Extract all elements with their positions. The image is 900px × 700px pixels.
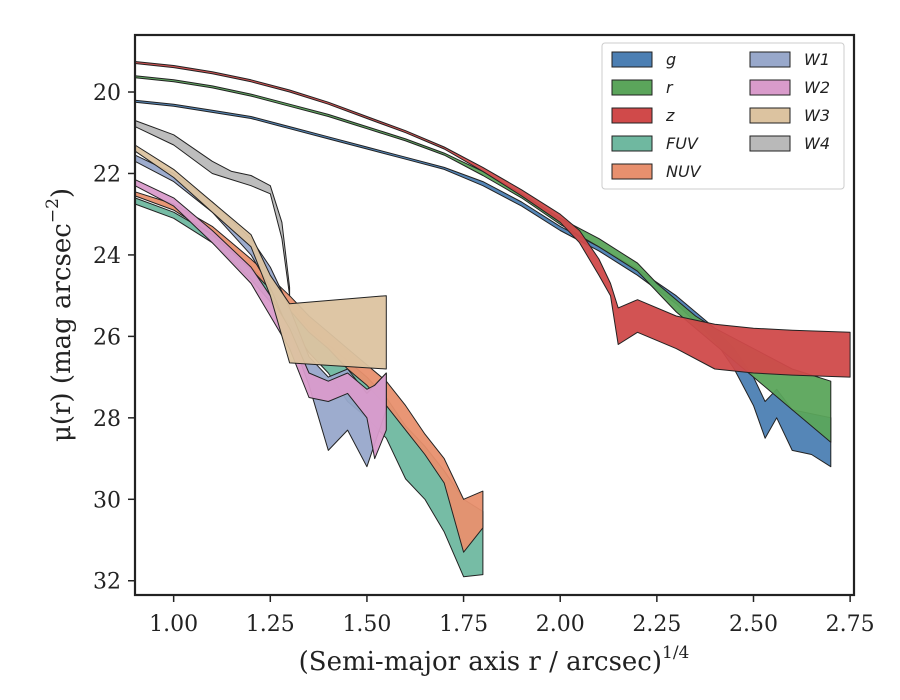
y-axis-ticks: 20 22 24 26 28 30 32 bbox=[93, 81, 135, 595]
legend-label-w4: W4 bbox=[804, 134, 830, 153]
x-tick-label: 1.75 bbox=[439, 612, 488, 637]
legend-label-nuv: NUV bbox=[666, 162, 702, 181]
x-tick-label: 2.75 bbox=[826, 612, 875, 637]
band-w3 bbox=[134, 144, 387, 370]
y-axis-label: μ(r) (mag arcsec−2) bbox=[43, 188, 77, 442]
x-axis-ticks: 1.00 1.25 1.50 1.75 2.00 2.25 2.50 2.75 bbox=[149, 595, 875, 637]
plot-frame bbox=[133, 33, 856, 597]
legend-label-w1: W1 bbox=[804, 50, 830, 69]
x-tick-label: 2.25 bbox=[632, 612, 681, 637]
legend-swatch-g bbox=[611, 51, 653, 68]
profile-bands bbox=[134, 61, 851, 578]
y-tick-label: 26 bbox=[93, 325, 121, 350]
legend-label-z: z bbox=[665, 106, 675, 125]
legend-swatch-w3 bbox=[749, 107, 791, 124]
legend-label-fuv: FUV bbox=[666, 134, 699, 153]
x-tick-label: 1.25 bbox=[246, 612, 295, 637]
legend-swatch-z bbox=[611, 107, 653, 124]
band-g bbox=[134, 99, 832, 468]
y-tick-label: 28 bbox=[93, 407, 121, 432]
legend-label-w2: W2 bbox=[804, 78, 830, 97]
legend-swatch-r bbox=[611, 79, 653, 96]
legend: grz FUV NUV W1 W2 W3 W4 bbox=[601, 42, 845, 190]
y-tick-label: 22 bbox=[93, 162, 121, 187]
y-tick-label: 24 bbox=[93, 244, 121, 269]
y-tick-label: 20 bbox=[93, 81, 121, 106]
legend-swatch-w4 bbox=[749, 135, 791, 152]
band-z bbox=[134, 61, 851, 378]
legend-label-r: r bbox=[666, 78, 674, 97]
x-tick-label: 1.50 bbox=[342, 612, 391, 637]
band-w4 bbox=[134, 120, 291, 297]
legend-label-w3: W3 bbox=[804, 106, 830, 125]
x-tick-label: 2.50 bbox=[729, 612, 778, 637]
y-tick-label: 30 bbox=[93, 488, 121, 513]
band-r bbox=[134, 75, 832, 443]
x-tick-label: 2.00 bbox=[536, 612, 585, 637]
y-tick-label: 32 bbox=[93, 570, 121, 595]
legend-label-g: g bbox=[666, 50, 676, 69]
x-axis-label: (Semi-major axis r / arcsec)1/4 bbox=[299, 643, 690, 677]
legend-swatch-w2 bbox=[749, 79, 791, 96]
legend-swatch-fuv bbox=[611, 135, 653, 152]
x-tick-label: 1.00 bbox=[149, 612, 198, 637]
legend-swatch-nuv bbox=[611, 163, 653, 180]
legend-swatch-w1 bbox=[749, 51, 791, 68]
